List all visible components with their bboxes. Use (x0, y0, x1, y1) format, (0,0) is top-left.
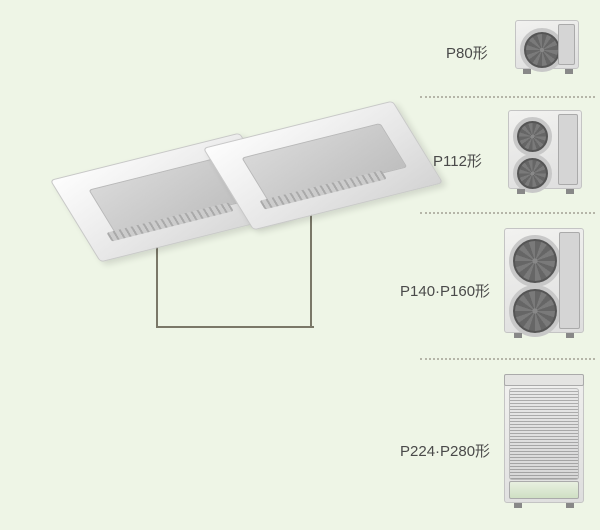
section-divider (420, 212, 595, 214)
model-label: P112形 (433, 150, 482, 171)
outdoor-unit (508, 110, 582, 194)
model-label: P80形 (446, 42, 488, 63)
model-label: P224·P280形 (400, 440, 490, 461)
model-label: P140·P160形 (400, 280, 490, 301)
outdoor-unit (504, 228, 584, 338)
indoor-cassette (228, 118, 418, 213)
section-divider (420, 96, 595, 98)
outdoor-unit (515, 20, 579, 74)
outdoor-unit (504, 374, 584, 508)
section-divider (420, 358, 595, 360)
link-line (156, 240, 158, 326)
link-line (310, 209, 312, 326)
link-line (156, 326, 314, 328)
diagram-canvas: P80形 P112形 P140·P160形 P224·P280形 (0, 0, 600, 530)
